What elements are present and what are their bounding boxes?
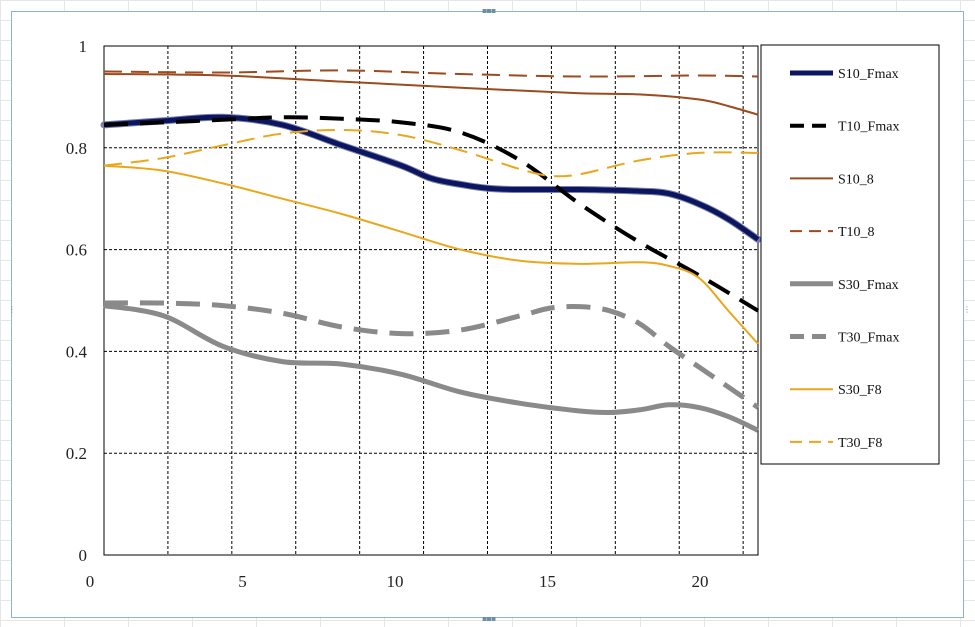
y-tick-label: 0.8	[66, 139, 87, 158]
plot-area	[104, 46, 758, 555]
legend-box	[760, 44, 940, 465]
series-layer	[100, 69, 762, 433]
legend[interactable]: S10_Fmax T10_Fmax S10_8 T10_8 S30_Fmax T30_Fm…	[760, 44, 940, 465]
legend-label-s30_fmax: S30_Fmax	[838, 278, 899, 293]
legend-label-t10_fmax: T10_Fmax	[838, 120, 899, 135]
series-line-s30_fmax[interactable]	[103, 303, 760, 433]
y-tick-label: 0.6	[66, 241, 87, 260]
tick-labels: 00.20.40.60.810 5 10 15 20	[66, 37, 709, 591]
legend-label-t30_fmax: T30_Fmax	[838, 331, 899, 346]
resize-handle-bottom[interactable]: ▪▪▪	[482, 614, 496, 623]
series-line-s30_f8[interactable]	[103, 164, 759, 345]
resize-handle-top[interactable]: ▪▪▪	[482, 6, 496, 15]
legend-label-t30_f8: T30_F8	[838, 436, 882, 451]
y-tick-label: 0.2	[66, 444, 87, 463]
y-tick-label: 0	[79, 546, 88, 565]
x-tick-label: 5	[238, 572, 247, 591]
y-tick-label: 0.4	[66, 342, 88, 361]
x-tick-label: 20	[692, 572, 709, 591]
series-line-t30_f8[interactable]	[103, 128, 759, 178]
series-line-s10_8[interactable]	[103, 73, 759, 116]
resize-handle-right[interactable]: ⋮	[963, 305, 971, 314]
x-tick-label: 10	[387, 572, 404, 591]
x-tick-label: 15	[539, 572, 556, 591]
x-tick-label: 0	[86, 572, 95, 591]
series-line-t30_fmax[interactable]	[103, 300, 760, 410]
resize-handle-left[interactable]: ⋮	[8, 305, 16, 314]
legend-label-s10_8: S10_8	[838, 172, 874, 187]
series-line-t10_fmax[interactable]	[103, 115, 760, 313]
legend-label-s30_f8: S30_F8	[838, 383, 882, 398]
series-line-t10_8[interactable]	[103, 69, 759, 78]
legend-label-s10_fmax: S10_Fmax	[838, 67, 899, 82]
legend-label-t10_8: T10_8	[838, 225, 875, 240]
y-tick-label: 1	[79, 37, 88, 56]
